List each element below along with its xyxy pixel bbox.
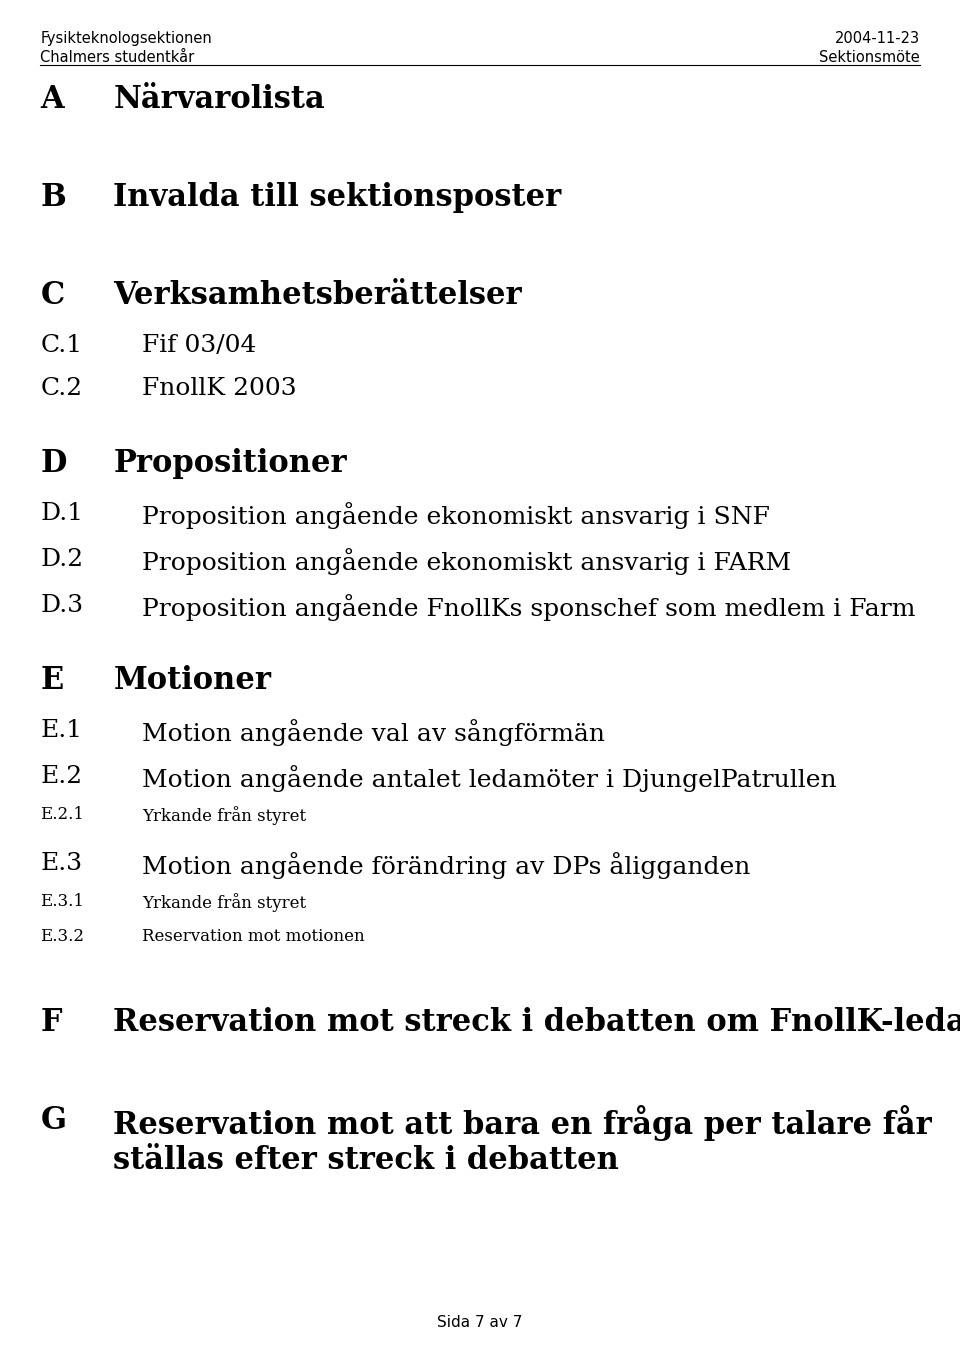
Text: Yrkande från styret: Yrkande från styret [142, 893, 306, 912]
Text: Invalda till sektionsposter: Invalda till sektionsposter [113, 182, 562, 213]
Text: Verksamhetsberättelser: Verksamhetsberättelser [113, 280, 522, 311]
Text: Närvarolista: Närvarolista [113, 84, 325, 115]
Text: Reservation mot streck i debatten om FnollK-ledamöter: Reservation mot streck i debatten om Fno… [113, 1007, 960, 1038]
Text: E.2: E.2 [40, 765, 83, 788]
Text: Chalmers studentkår: Chalmers studentkår [40, 50, 195, 65]
Text: E.3.2: E.3.2 [40, 928, 84, 946]
Text: Yrkande från styret: Yrkande från styret [142, 806, 306, 825]
Text: D.2: D.2 [40, 548, 84, 571]
Text: Reservation mot att bara en fråga per talare får
ställas efter streck i debatten: Reservation mot att bara en fråga per ta… [113, 1105, 932, 1177]
Text: B: B [40, 182, 66, 213]
Text: Fysikteknologsektionen: Fysikteknologsektionen [40, 30, 212, 46]
Text: Motion angående förändring av DPs åligganden: Motion angående förändring av DPs åligga… [142, 852, 751, 879]
Text: Reservation mot motionen: Reservation mot motionen [142, 928, 365, 946]
Text: E: E [40, 665, 63, 696]
Text: D: D [40, 448, 66, 479]
Text: FnollK 2003: FnollK 2003 [142, 377, 297, 400]
Text: F: F [40, 1007, 61, 1038]
Text: 2004-11-23: 2004-11-23 [834, 30, 920, 46]
Text: Sida 7 av 7: Sida 7 av 7 [438, 1315, 522, 1330]
Text: D.3: D.3 [40, 594, 84, 617]
Text: Proposition angående ekonomiskt ansvarig i SNF: Proposition angående ekonomiskt ansvarig… [142, 502, 770, 529]
Text: E.1: E.1 [40, 719, 83, 742]
Text: Sektionsmöte: Sektionsmöte [819, 50, 920, 65]
Text: A: A [40, 84, 64, 115]
Text: Motioner: Motioner [113, 665, 272, 696]
Text: E.3: E.3 [40, 852, 83, 875]
Text: C.1: C.1 [40, 334, 83, 357]
Text: Propositioner: Propositioner [113, 448, 347, 479]
Text: Proposition angående ekonomiskt ansvarig i FARM: Proposition angående ekonomiskt ansvarig… [142, 548, 791, 575]
Text: Motion angående antalet ledamöter i DjungelPatrullen: Motion angående antalet ledamöter i Djun… [142, 765, 837, 792]
Text: G: G [40, 1105, 66, 1136]
Text: Motion angående val av sångförmän: Motion angående val av sångförmän [142, 719, 605, 746]
Text: E.2.1: E.2.1 [40, 806, 84, 824]
Text: Proposition angående FnollKs sponschef som medlem i Farm: Proposition angående FnollKs sponschef s… [142, 594, 916, 622]
Text: Fif 03/04: Fif 03/04 [142, 334, 256, 357]
Text: C.2: C.2 [40, 377, 83, 400]
Text: E.3.1: E.3.1 [40, 893, 84, 911]
Text: C: C [40, 280, 64, 311]
Text: D.1: D.1 [40, 502, 84, 525]
